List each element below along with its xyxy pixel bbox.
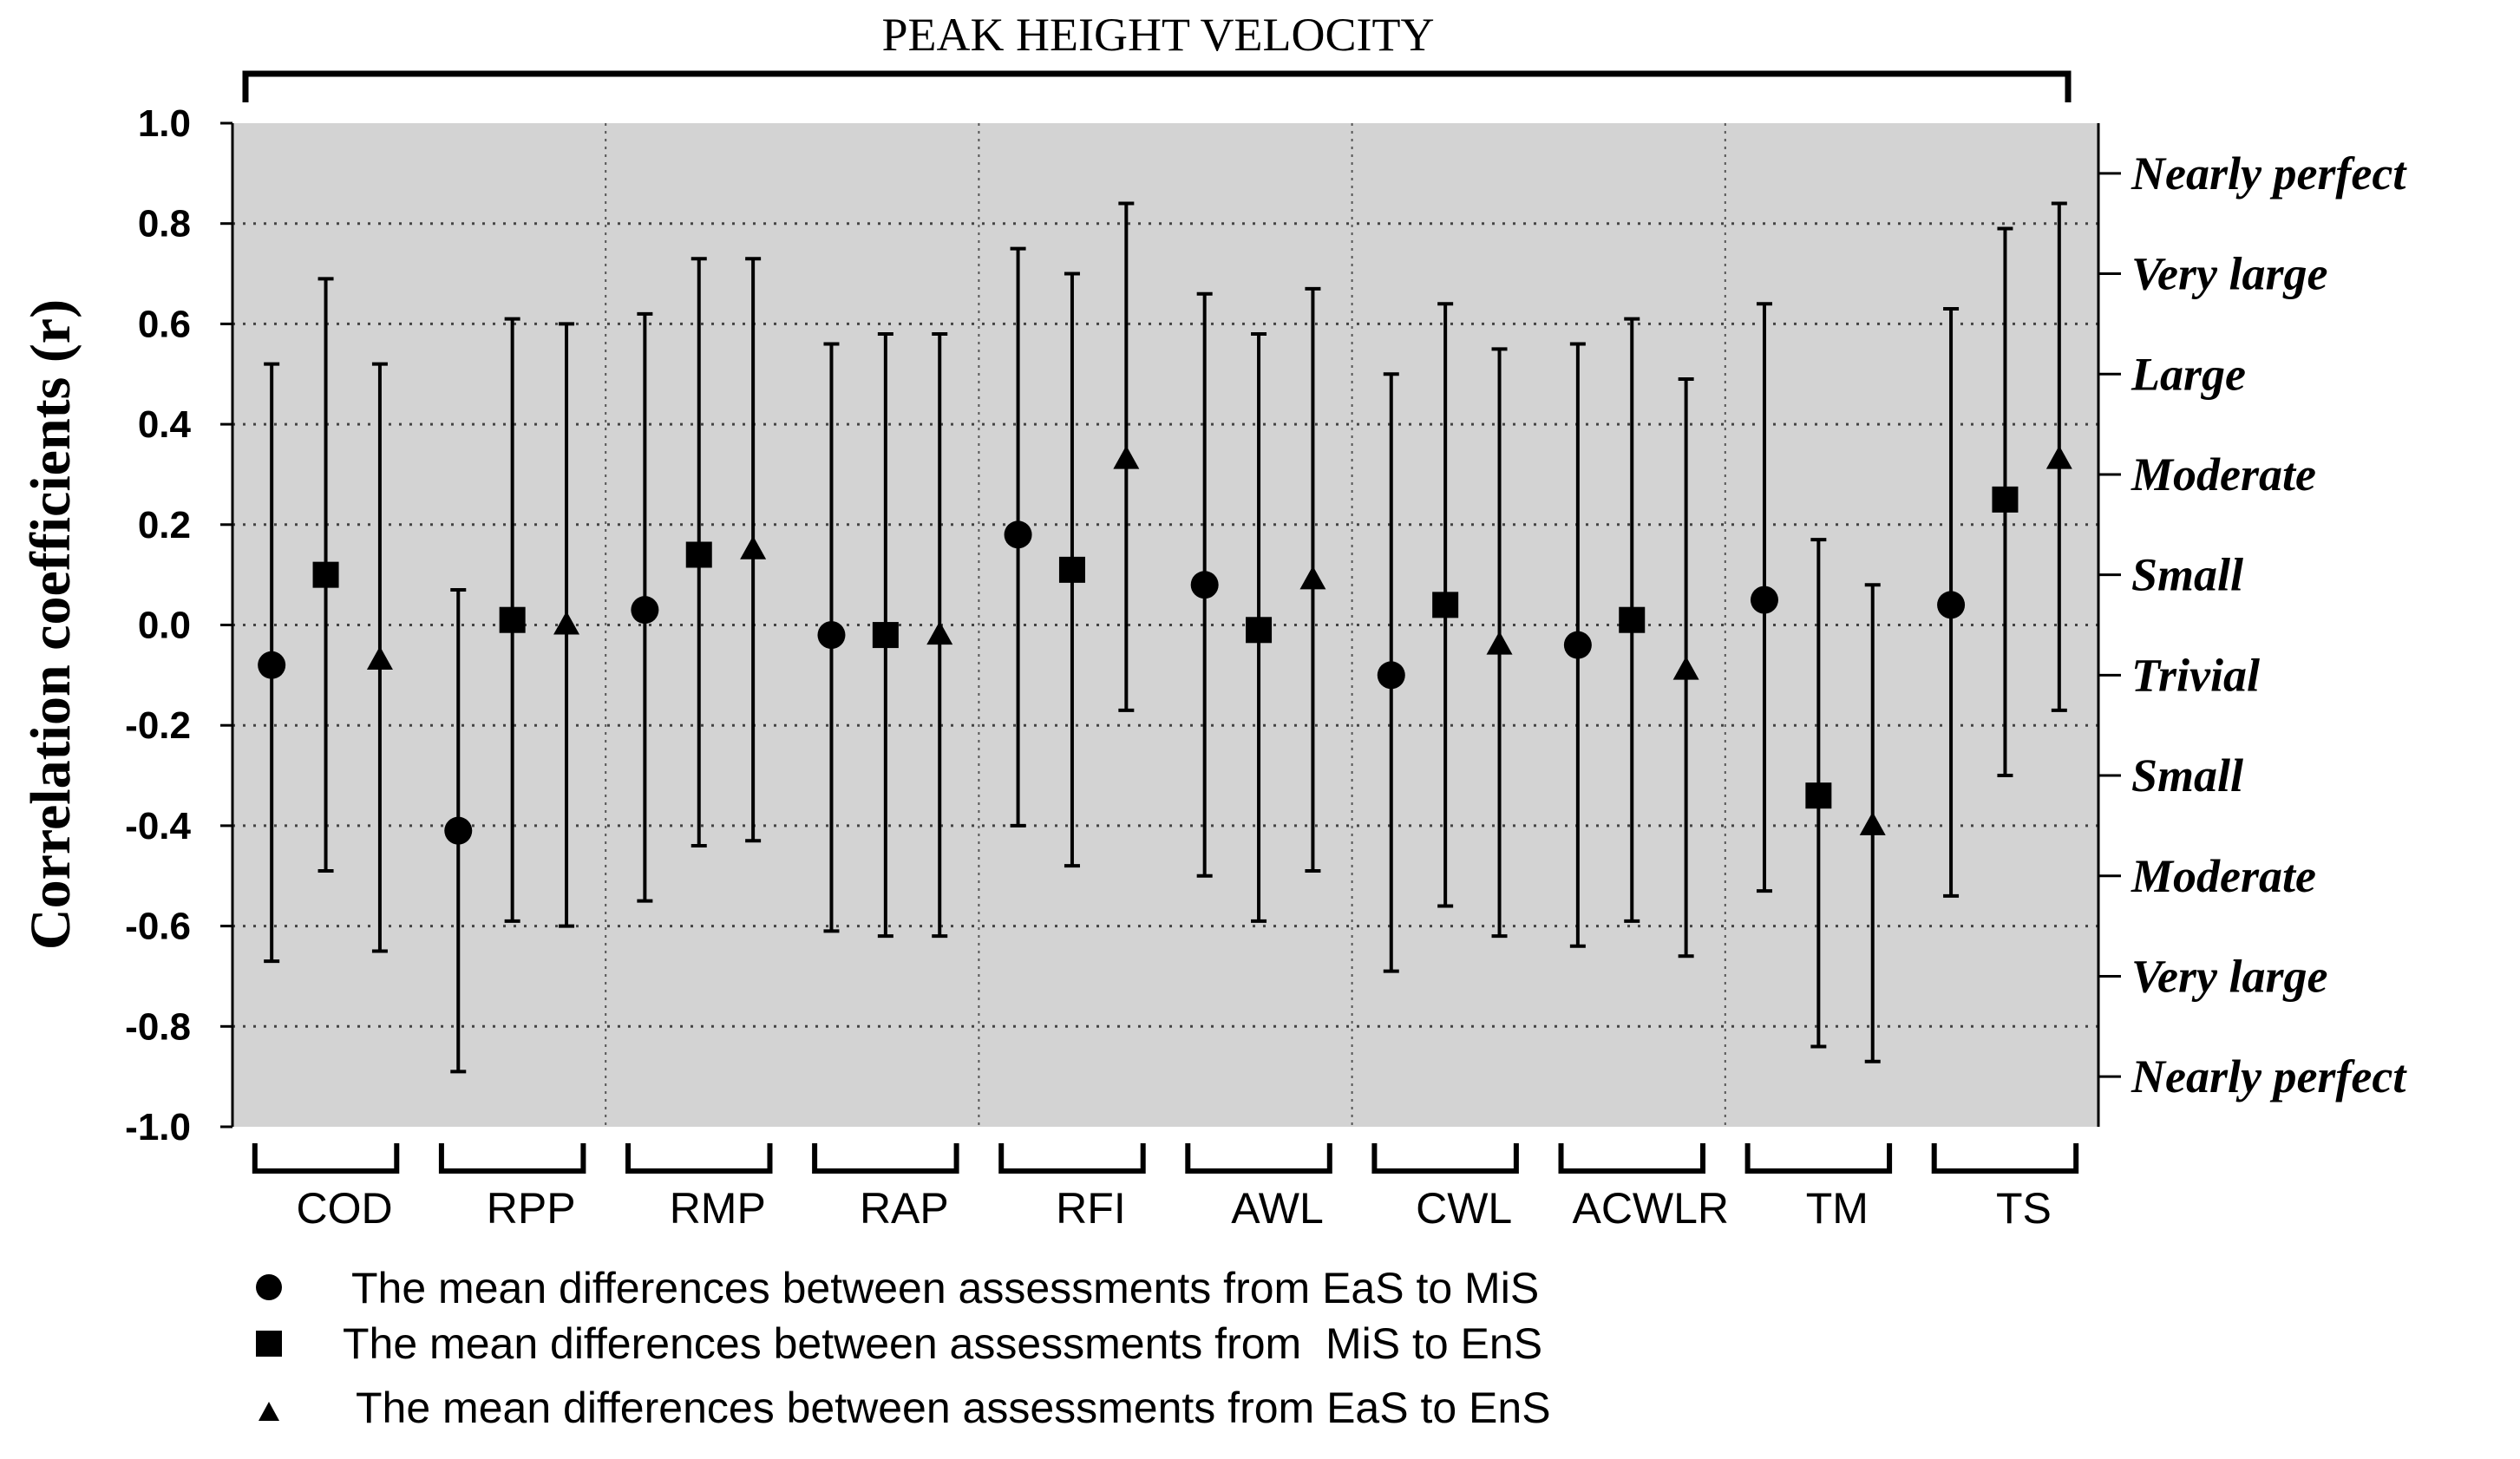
legend: The mean differences between assessments… xyxy=(256,1264,1551,1432)
category-bracket-rfi xyxy=(998,1143,1146,1174)
right-axis-label-7: Moderate xyxy=(2131,850,2316,902)
y-tick-label-5: 0.0 xyxy=(138,605,191,647)
point-square-acwlr xyxy=(1619,606,1646,633)
point-triangle-acwlr xyxy=(1672,656,1699,680)
category-bracket-rap xyxy=(812,1143,959,1174)
right-axis-label-6: Small xyxy=(2131,749,2243,801)
category-label-tm: TM xyxy=(1806,1184,1869,1233)
plot-area xyxy=(232,123,2098,1127)
point-square-awl xyxy=(1246,617,1273,644)
point-square-rfi xyxy=(1058,556,1085,583)
y-tick-label-7: -0.4 xyxy=(125,805,191,847)
marker-layer xyxy=(258,445,2072,845)
y-tick-label-3: 0.4 xyxy=(138,403,192,446)
point-square-tm xyxy=(1805,782,1832,809)
y-tick-label-0: 1.0 xyxy=(138,102,191,145)
category-bracket-cod xyxy=(252,1143,400,1174)
category-bracket-tm xyxy=(1744,1143,1893,1174)
category-bracket-cwl xyxy=(1371,1143,1519,1174)
point-square-rap xyxy=(872,622,899,649)
legend-label-triangle: The mean differences between assessments… xyxy=(356,1384,1551,1432)
category-bracket-awl xyxy=(1185,1143,1332,1174)
right-axis-label-1: Very large xyxy=(2131,248,2327,300)
category-label-rpp: RPP xyxy=(487,1184,576,1233)
point-triangle-ts xyxy=(2045,445,2072,469)
category-bracket-rmp xyxy=(625,1143,773,1174)
y-tick-label-2: 0.6 xyxy=(138,303,191,345)
point-triangle-rfi xyxy=(1113,445,1140,469)
point-circle-awl xyxy=(1190,571,1219,599)
right-axis-label-2: Large xyxy=(2131,348,2246,400)
point-circle-acwlr xyxy=(1563,631,1592,659)
point-circle-rpp xyxy=(444,816,473,845)
right-axis-label-0: Nearly perfect xyxy=(2131,147,2407,200)
category-label-awl: AWL xyxy=(1231,1184,1324,1233)
category-bracket-rpp xyxy=(438,1143,586,1174)
point-triangle-awl xyxy=(1299,566,1326,590)
point-square-ts xyxy=(1992,486,2019,513)
point-circle-ts xyxy=(1937,591,1966,619)
y-tick-label-4: 0.2 xyxy=(138,504,191,546)
point-square-rpp xyxy=(499,606,526,633)
point-circle-cod xyxy=(258,651,286,679)
category-label-rfi: RFI xyxy=(1056,1184,1126,1233)
right-axis-layer: Nearly perfect Very large Large Moderate Sma… xyxy=(2098,147,2407,1102)
point-triangle-cwl xyxy=(1486,631,1513,655)
point-triangle-cod xyxy=(366,645,393,670)
y-tick-label-1: 0.8 xyxy=(138,203,191,245)
y-tick-label-9: -0.8 xyxy=(125,1005,191,1048)
right-axis-label-3: Moderate xyxy=(2131,448,2316,501)
category-label-acwlr: ACWLR xyxy=(1572,1184,1729,1233)
y-tick-label-6: -0.2 xyxy=(125,704,191,747)
point-circle-rap xyxy=(817,621,846,650)
point-triangle-rap xyxy=(926,621,953,645)
point-square-cod xyxy=(312,561,339,588)
category-label-cod: COD xyxy=(297,1184,393,1233)
y-tick-label-8: -0.6 xyxy=(125,906,191,948)
point-square-rmp xyxy=(685,541,712,568)
legend-square-marker xyxy=(256,1331,282,1357)
legend-circle-marker xyxy=(256,1274,282,1300)
right-axis-label-9: Nearly perfect xyxy=(2131,1050,2407,1102)
category-bracket-acwlr xyxy=(1558,1143,1705,1174)
legend-triangle-marker xyxy=(259,1402,279,1421)
right-axis-label-4: Small xyxy=(2131,549,2243,601)
point-triangle-rpp xyxy=(553,611,580,635)
title-bracket xyxy=(242,70,2072,102)
chart-title: PEAK HEIGHT VELOCITY xyxy=(882,9,1435,61)
point-triangle-rmp xyxy=(740,535,767,559)
point-circle-rfi xyxy=(1004,520,1032,549)
legend-label-circle: The mean differences between assessments… xyxy=(351,1264,1539,1312)
category-label-cwl: CWL xyxy=(1416,1184,1512,1233)
category-label-rap: RAP xyxy=(860,1184,949,1233)
category-label-rmp: RMP xyxy=(670,1184,766,1233)
category-bracket-ts xyxy=(1931,1143,2079,1174)
point-circle-rmp xyxy=(631,596,659,625)
y-axis-label: Correlation coefficients (r) xyxy=(19,299,82,950)
point-square-cwl xyxy=(1432,592,1459,618)
y-tick-layer: 1.0 0.8 0.6 0.4 0.2 0.0 -0.2 -0.4 -0.6 -0.8 -1.0 xyxy=(125,102,232,1148)
category-bracket-layer: COD RPP RMP RAP RFI AWL CWL ACWLR TM TS xyxy=(252,1143,2079,1233)
category-label-ts: TS xyxy=(1996,1184,2052,1233)
point-triangle-tm xyxy=(1859,811,1886,835)
right-axis-label-5: Trivial xyxy=(2131,649,2260,701)
y-tick-label-10: -1.0 xyxy=(125,1106,191,1148)
right-axis-label-8: Very large xyxy=(2131,950,2327,1002)
point-circle-tm xyxy=(1750,586,1778,614)
legend-label-square: The mean differences between assessments… xyxy=(343,1319,1542,1368)
separator-layer xyxy=(605,123,1726,1127)
point-circle-cwl xyxy=(1377,661,1405,690)
